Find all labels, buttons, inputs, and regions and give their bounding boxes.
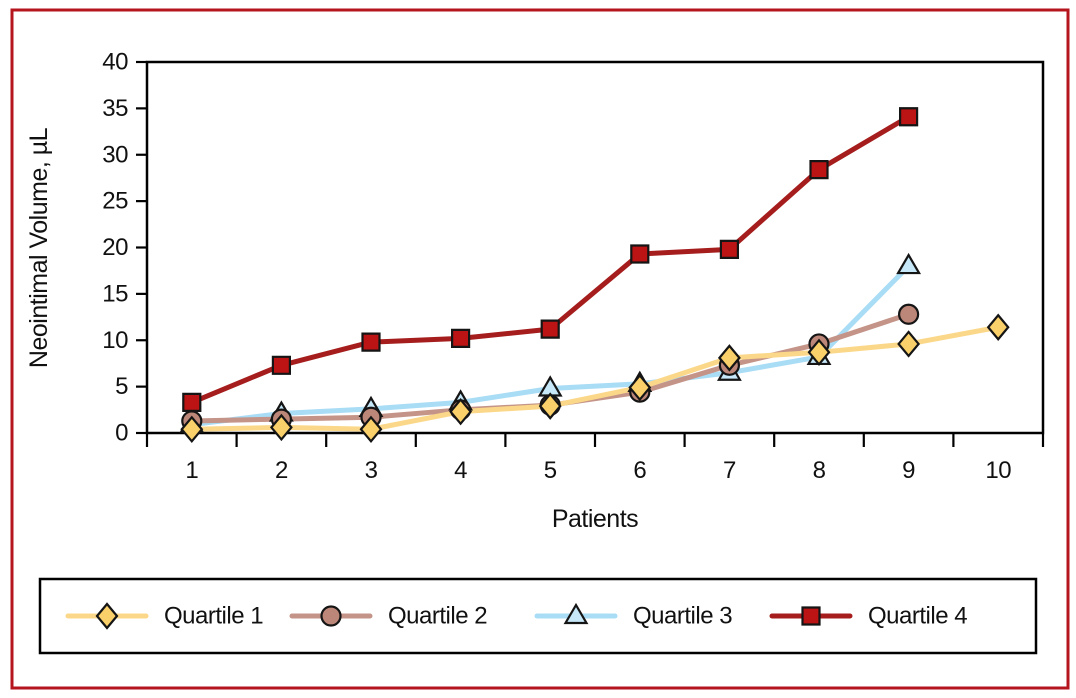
legend-item-quartile-1: Quartile 1 [65,602,264,630]
data-point-quartile-4 [451,328,471,348]
legend: Quartile 1 Quartile 2 Quartile 3 Quartile 4 [38,577,1038,655]
diamond-icon [95,602,119,630]
legend-box [38,577,1038,655]
x-tick-label: 1 [185,457,198,484]
legend-label: Quartile 4 [868,603,967,630]
data-point-quartile-4 [630,244,650,264]
legend-label: Quartile 2 [388,603,487,630]
x-tick-label: 6 [633,457,646,484]
data-point-quartile-1 [986,313,1010,341]
data-point-quartile-1 [538,392,562,420]
legend-label: Quartile 1 [164,603,263,630]
data-point-quartile-1 [807,338,831,367]
series-lines [189,114,1001,432]
data-point-quartile-1 [717,344,741,372]
data-point-quartile-2 [897,303,920,325]
triangle-icon [563,602,589,625]
series-line-quartile-1 [189,324,1001,432]
square-icon [801,606,821,626]
x-tick-label: 5 [544,457,557,484]
y-tick-label: 25 [102,188,128,215]
legend-item-quartile-2: Quartile 2 [289,603,488,630]
data-point-quartile-4 [719,239,739,259]
y-tick-label: 15 [102,280,128,307]
y-tick-label: 30 [102,141,128,168]
y-tick-label: 40 [102,49,128,76]
y-axis-ticks: 0 5 10 15 20 25 30 35 40 [102,49,147,447]
y-tick-label: 35 [102,95,128,122]
circle-icon [320,605,342,627]
x-axis-ticks: 1 2 3 4 5 6 7 8 9 10 [145,434,1045,484]
x-axis-title: Patients [552,505,638,533]
figure-border [10,8,1070,690]
x-tick-label: 9 [902,457,915,484]
data-point-quartile-1 [897,330,921,358]
data-point-quartile-4 [361,332,381,352]
data-point-quartile-1 [628,373,652,402]
y-tick-label: 0 [115,420,128,447]
legend-label: Quartile 3 [633,603,732,630]
legend-item-quartile-3: Quartile 3 [534,602,733,630]
x-tick-label: 8 [813,457,826,484]
data-point-quartile-1 [449,397,473,426]
series-markers [179,107,1010,444]
y-axis-title: Neointimal Volume, µL [25,127,53,368]
data-point-quartile-4 [271,355,291,375]
data-point-quartile-1 [180,415,204,444]
y-tick-label: 10 [102,327,128,354]
data-point-quartile-4 [899,107,919,127]
data-point-quartile-1 [359,415,383,444]
x-tick-label: 7 [723,457,736,484]
x-tick-label: 2 [275,457,288,484]
data-point-quartile-4 [809,159,829,180]
legend-item-quartile-4: Quartile 4 [769,603,968,630]
data-point-quartile-4 [540,319,560,339]
y-tick-label: 5 [115,373,128,400]
data-point-quartile-3 [896,252,922,275]
y-tick-label: 20 [102,234,128,261]
x-tick-label: 3 [365,457,378,484]
data-point-quartile-1 [269,413,293,442]
x-tick-label: 10 [985,457,1011,484]
data-point-quartile-4 [182,392,202,412]
x-tick-label: 4 [454,457,467,484]
